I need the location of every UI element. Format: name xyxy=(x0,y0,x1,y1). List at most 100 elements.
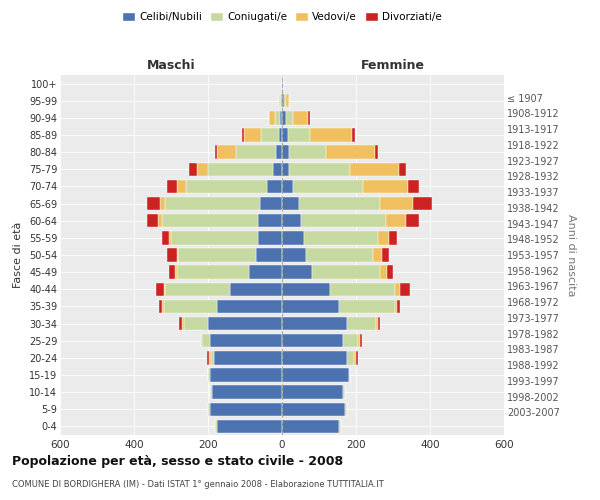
Bar xyxy=(258,214,282,228)
Bar xyxy=(273,162,282,176)
Bar xyxy=(408,180,419,193)
Bar xyxy=(350,162,398,176)
Bar xyxy=(380,197,413,210)
Y-axis label: Anni di nascita: Anni di nascita xyxy=(566,214,577,296)
Bar xyxy=(230,282,282,296)
Bar xyxy=(299,197,380,210)
Bar xyxy=(282,368,349,382)
Bar xyxy=(162,300,164,313)
Bar xyxy=(280,94,281,108)
Bar xyxy=(184,317,208,330)
Bar xyxy=(282,351,347,364)
Bar xyxy=(282,402,345,416)
Bar xyxy=(217,300,282,313)
Bar xyxy=(311,266,380,279)
Bar xyxy=(281,94,282,108)
Bar xyxy=(284,94,286,108)
Bar xyxy=(169,266,175,279)
Bar xyxy=(215,146,217,159)
Bar xyxy=(260,197,282,210)
Bar xyxy=(169,231,171,244)
Bar xyxy=(301,214,386,228)
Bar xyxy=(282,420,340,433)
Text: Maschi: Maschi xyxy=(146,58,196,71)
Bar xyxy=(275,111,280,124)
Bar xyxy=(282,146,289,159)
Bar xyxy=(306,248,373,262)
Bar xyxy=(347,351,354,364)
Bar xyxy=(179,317,182,330)
Bar xyxy=(282,266,311,279)
Bar xyxy=(358,334,360,347)
Bar xyxy=(162,214,258,228)
Bar xyxy=(349,368,350,382)
Text: Femmine: Femmine xyxy=(361,58,425,71)
Bar xyxy=(208,402,210,416)
Bar xyxy=(406,214,419,228)
Bar xyxy=(282,77,283,90)
Bar xyxy=(282,317,347,330)
Bar xyxy=(413,197,432,210)
Bar xyxy=(395,300,397,313)
Bar xyxy=(178,248,256,262)
Bar xyxy=(217,420,282,433)
Bar xyxy=(304,231,378,244)
Bar xyxy=(360,334,362,347)
Bar xyxy=(269,111,275,124)
Bar xyxy=(373,248,382,262)
Bar xyxy=(190,162,197,176)
Bar xyxy=(282,162,289,176)
Bar xyxy=(167,180,176,193)
Bar xyxy=(340,300,395,313)
Bar xyxy=(260,128,279,141)
Bar xyxy=(182,317,184,330)
Bar xyxy=(164,300,217,313)
Bar xyxy=(289,146,326,159)
Bar xyxy=(343,386,345,399)
Bar xyxy=(389,231,397,244)
Bar xyxy=(167,248,176,262)
Bar xyxy=(162,231,169,244)
Text: COMUNE DI BORDIGHERA (IM) - Dati ISTAT 1° gennaio 2008 - Elaborazione TUTTITALIA: COMUNE DI BORDIGHERA (IM) - Dati ISTAT 1… xyxy=(12,480,384,489)
Bar xyxy=(282,197,299,210)
Bar xyxy=(160,197,166,210)
Bar xyxy=(176,266,249,279)
Bar xyxy=(282,282,330,296)
Bar xyxy=(176,248,178,262)
Bar xyxy=(378,317,380,330)
Bar xyxy=(267,180,282,193)
Bar xyxy=(282,386,343,399)
Bar xyxy=(340,420,341,433)
Bar xyxy=(208,317,282,330)
Bar xyxy=(282,94,284,108)
Bar xyxy=(208,162,273,176)
Bar xyxy=(397,300,400,313)
Bar xyxy=(186,180,267,193)
Bar xyxy=(364,180,408,193)
Bar xyxy=(258,231,282,244)
Bar xyxy=(286,94,289,108)
Bar xyxy=(280,111,282,124)
Bar xyxy=(378,231,389,244)
Bar xyxy=(256,248,282,262)
Bar xyxy=(388,266,393,279)
Bar xyxy=(210,386,212,399)
Bar xyxy=(166,282,230,296)
Bar xyxy=(289,162,350,176)
Bar xyxy=(326,146,374,159)
Bar xyxy=(212,386,282,399)
Bar xyxy=(282,128,287,141)
Bar xyxy=(209,351,211,364)
Bar xyxy=(200,334,202,347)
Bar xyxy=(211,351,214,364)
Bar xyxy=(171,231,258,244)
Legend: Celibi/Nubili, Coniugati/e, Vedovi/e, Divorziati/e: Celibi/Nubili, Coniugati/e, Vedovi/e, Di… xyxy=(118,8,446,26)
Bar xyxy=(279,128,282,141)
Bar xyxy=(156,282,164,296)
Y-axis label: Fasce di età: Fasce di età xyxy=(13,222,23,288)
Bar xyxy=(293,180,364,193)
Bar xyxy=(282,180,293,193)
Bar xyxy=(330,282,395,296)
Bar xyxy=(197,162,208,176)
Bar xyxy=(386,214,406,228)
